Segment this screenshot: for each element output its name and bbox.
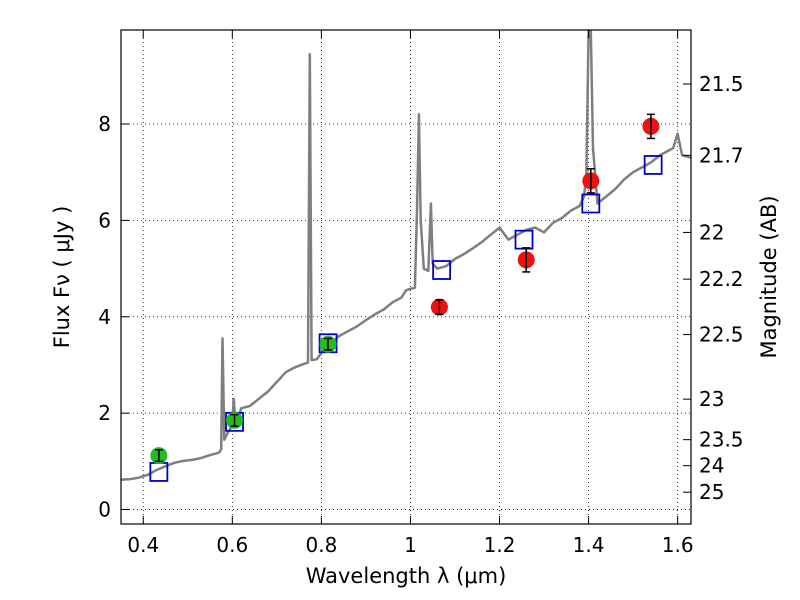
y-axis-label: Flux Fν ( μJy ) [50, 206, 74, 349]
right-tick-label: 24 [699, 454, 724, 478]
x-tick-label: 0.6 [216, 533, 248, 557]
model-photometry-square [581, 193, 601, 214]
x-tick-label: 1 [404, 533, 417, 557]
y-tick-label: 0 [98, 498, 111, 522]
x-tick-label: 0.8 [305, 533, 337, 557]
model-photometry-square [643, 155, 663, 175]
grid-lines [121, 30, 691, 524]
right-tick-label: 21.7 [699, 143, 744, 167]
right-tick-label: 23.5 [699, 428, 744, 452]
right-tick-label: 22 [699, 220, 724, 244]
right-tick-label: 23 [699, 387, 724, 411]
right-tick-label: 25 [699, 480, 724, 504]
data-group [121, 30, 691, 482]
y-tick-label: 8 [98, 112, 111, 136]
model-photometry-square [432, 260, 452, 280]
x-tick-label: 1.4 [573, 533, 605, 557]
y-tick-label: 2 [98, 401, 111, 425]
x-tick-label: 1.2 [484, 533, 516, 557]
y-tick-label: 6 [98, 208, 111, 232]
x-tick-label: 1.6 [662, 533, 694, 557]
y-tick-label: 4 [98, 305, 111, 329]
axis-ticks: 0.4 0.6 0.8 1 1.2 1.4 1.60246821.521.72222.222… [98, 30, 744, 557]
right-tick-label: 22.5 [699, 323, 744, 347]
right-tick-label: 22.2 [699, 267, 744, 291]
right-axis-label: Magnitude (AB) [757, 195, 781, 358]
x-axis-label: Wavelength λ (μm) [306, 564, 507, 588]
model-spectrum-line [121, 30, 691, 481]
model-photometry-square [514, 229, 534, 250]
plot-frame [120, 29, 692, 525]
right-tick-label: 21.5 [699, 72, 744, 96]
series-layer [121, 30, 691, 482]
x-tick-label: 0.4 [127, 533, 159, 557]
